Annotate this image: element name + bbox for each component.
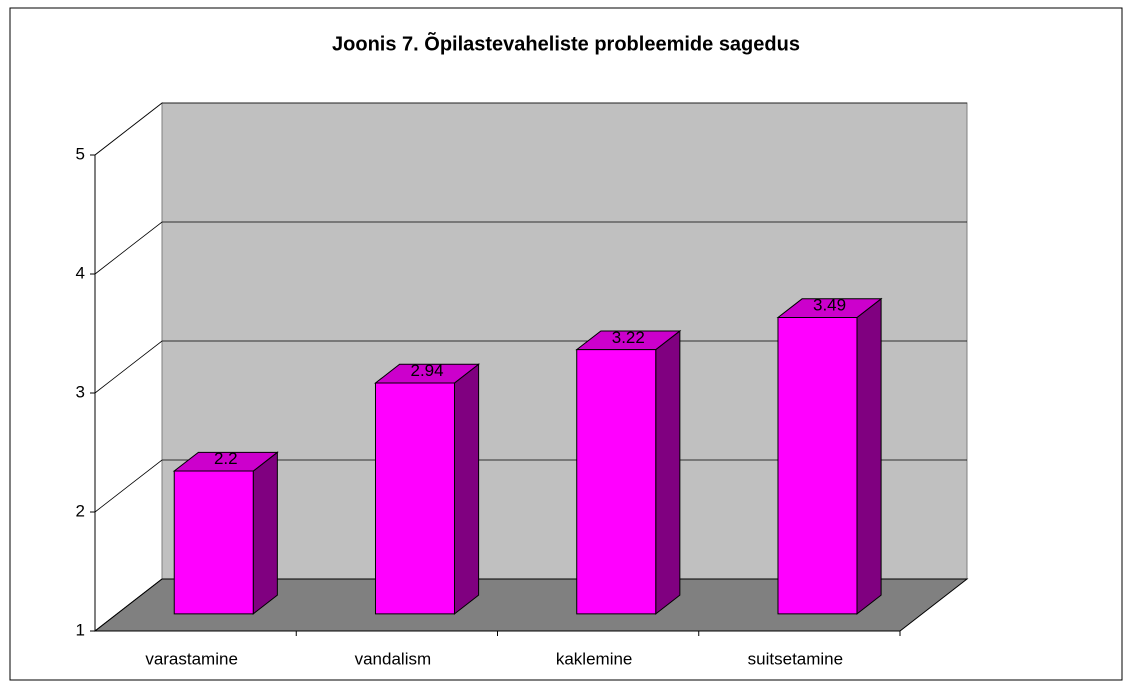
data-label: 3.49 [813,296,846,315]
bar [374,382,455,615]
y-tick-label: 3 [76,382,85,401]
y-tick-label: 4 [76,263,85,282]
x-tick-label: varastamine [145,649,238,668]
y-tick-label: 2 [76,501,85,520]
bar-side [252,451,278,615]
bar-side [453,363,480,615]
x-tick-label: kaklemine [556,649,633,668]
bar-side [655,329,681,615]
chart-title: Joonis 7. Õpilastevaheliste probleemide … [332,31,800,55]
grid-line [94,459,967,513]
data-label: 2.94 [410,361,443,380]
data-label: 3.22 [612,328,645,347]
x-tick-label: suitsetamine [748,649,843,668]
bar [173,470,254,615]
y-tick-label: 1 [76,620,85,639]
grid-line [94,578,967,632]
bar [777,317,858,615]
x-tick-label: vandalism [355,649,432,668]
grid-line [94,102,967,156]
bar [576,349,657,615]
y-tick-label: 5 [76,144,85,163]
grid-line [94,221,967,275]
bar-side [856,297,882,615]
data-label: 2.2 [214,449,238,468]
grid-line [94,340,967,394]
